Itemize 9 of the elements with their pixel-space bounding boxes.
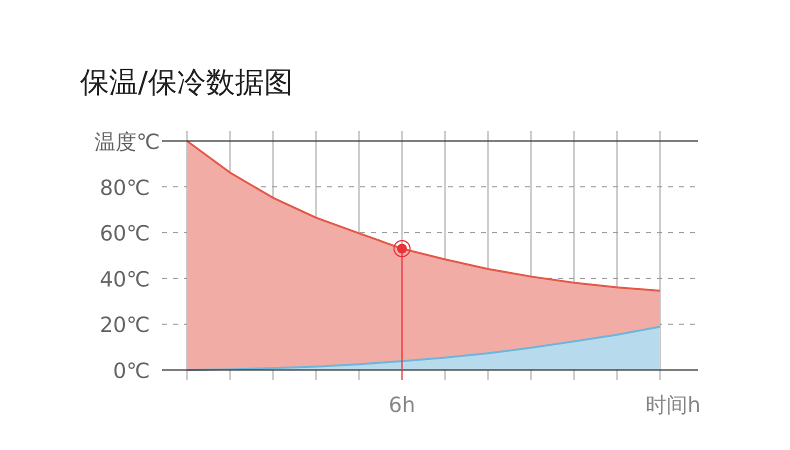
y-tick-label: 0℃ bbox=[113, 359, 150, 383]
y-tick-label: 60℃ bbox=[100, 222, 150, 246]
chart-title: 保温/保冷数据图 bbox=[80, 65, 293, 99]
y-axis-title: 温度℃ bbox=[94, 130, 160, 154]
y-tick-label: 20℃ bbox=[100, 313, 150, 338]
y-tick-label: 80℃ bbox=[100, 176, 150, 200]
x-axis-title: 时间h bbox=[645, 393, 701, 417]
y-tick-label: 40℃ bbox=[100, 267, 150, 292]
x-tick-label: 6h bbox=[388, 393, 416, 417]
